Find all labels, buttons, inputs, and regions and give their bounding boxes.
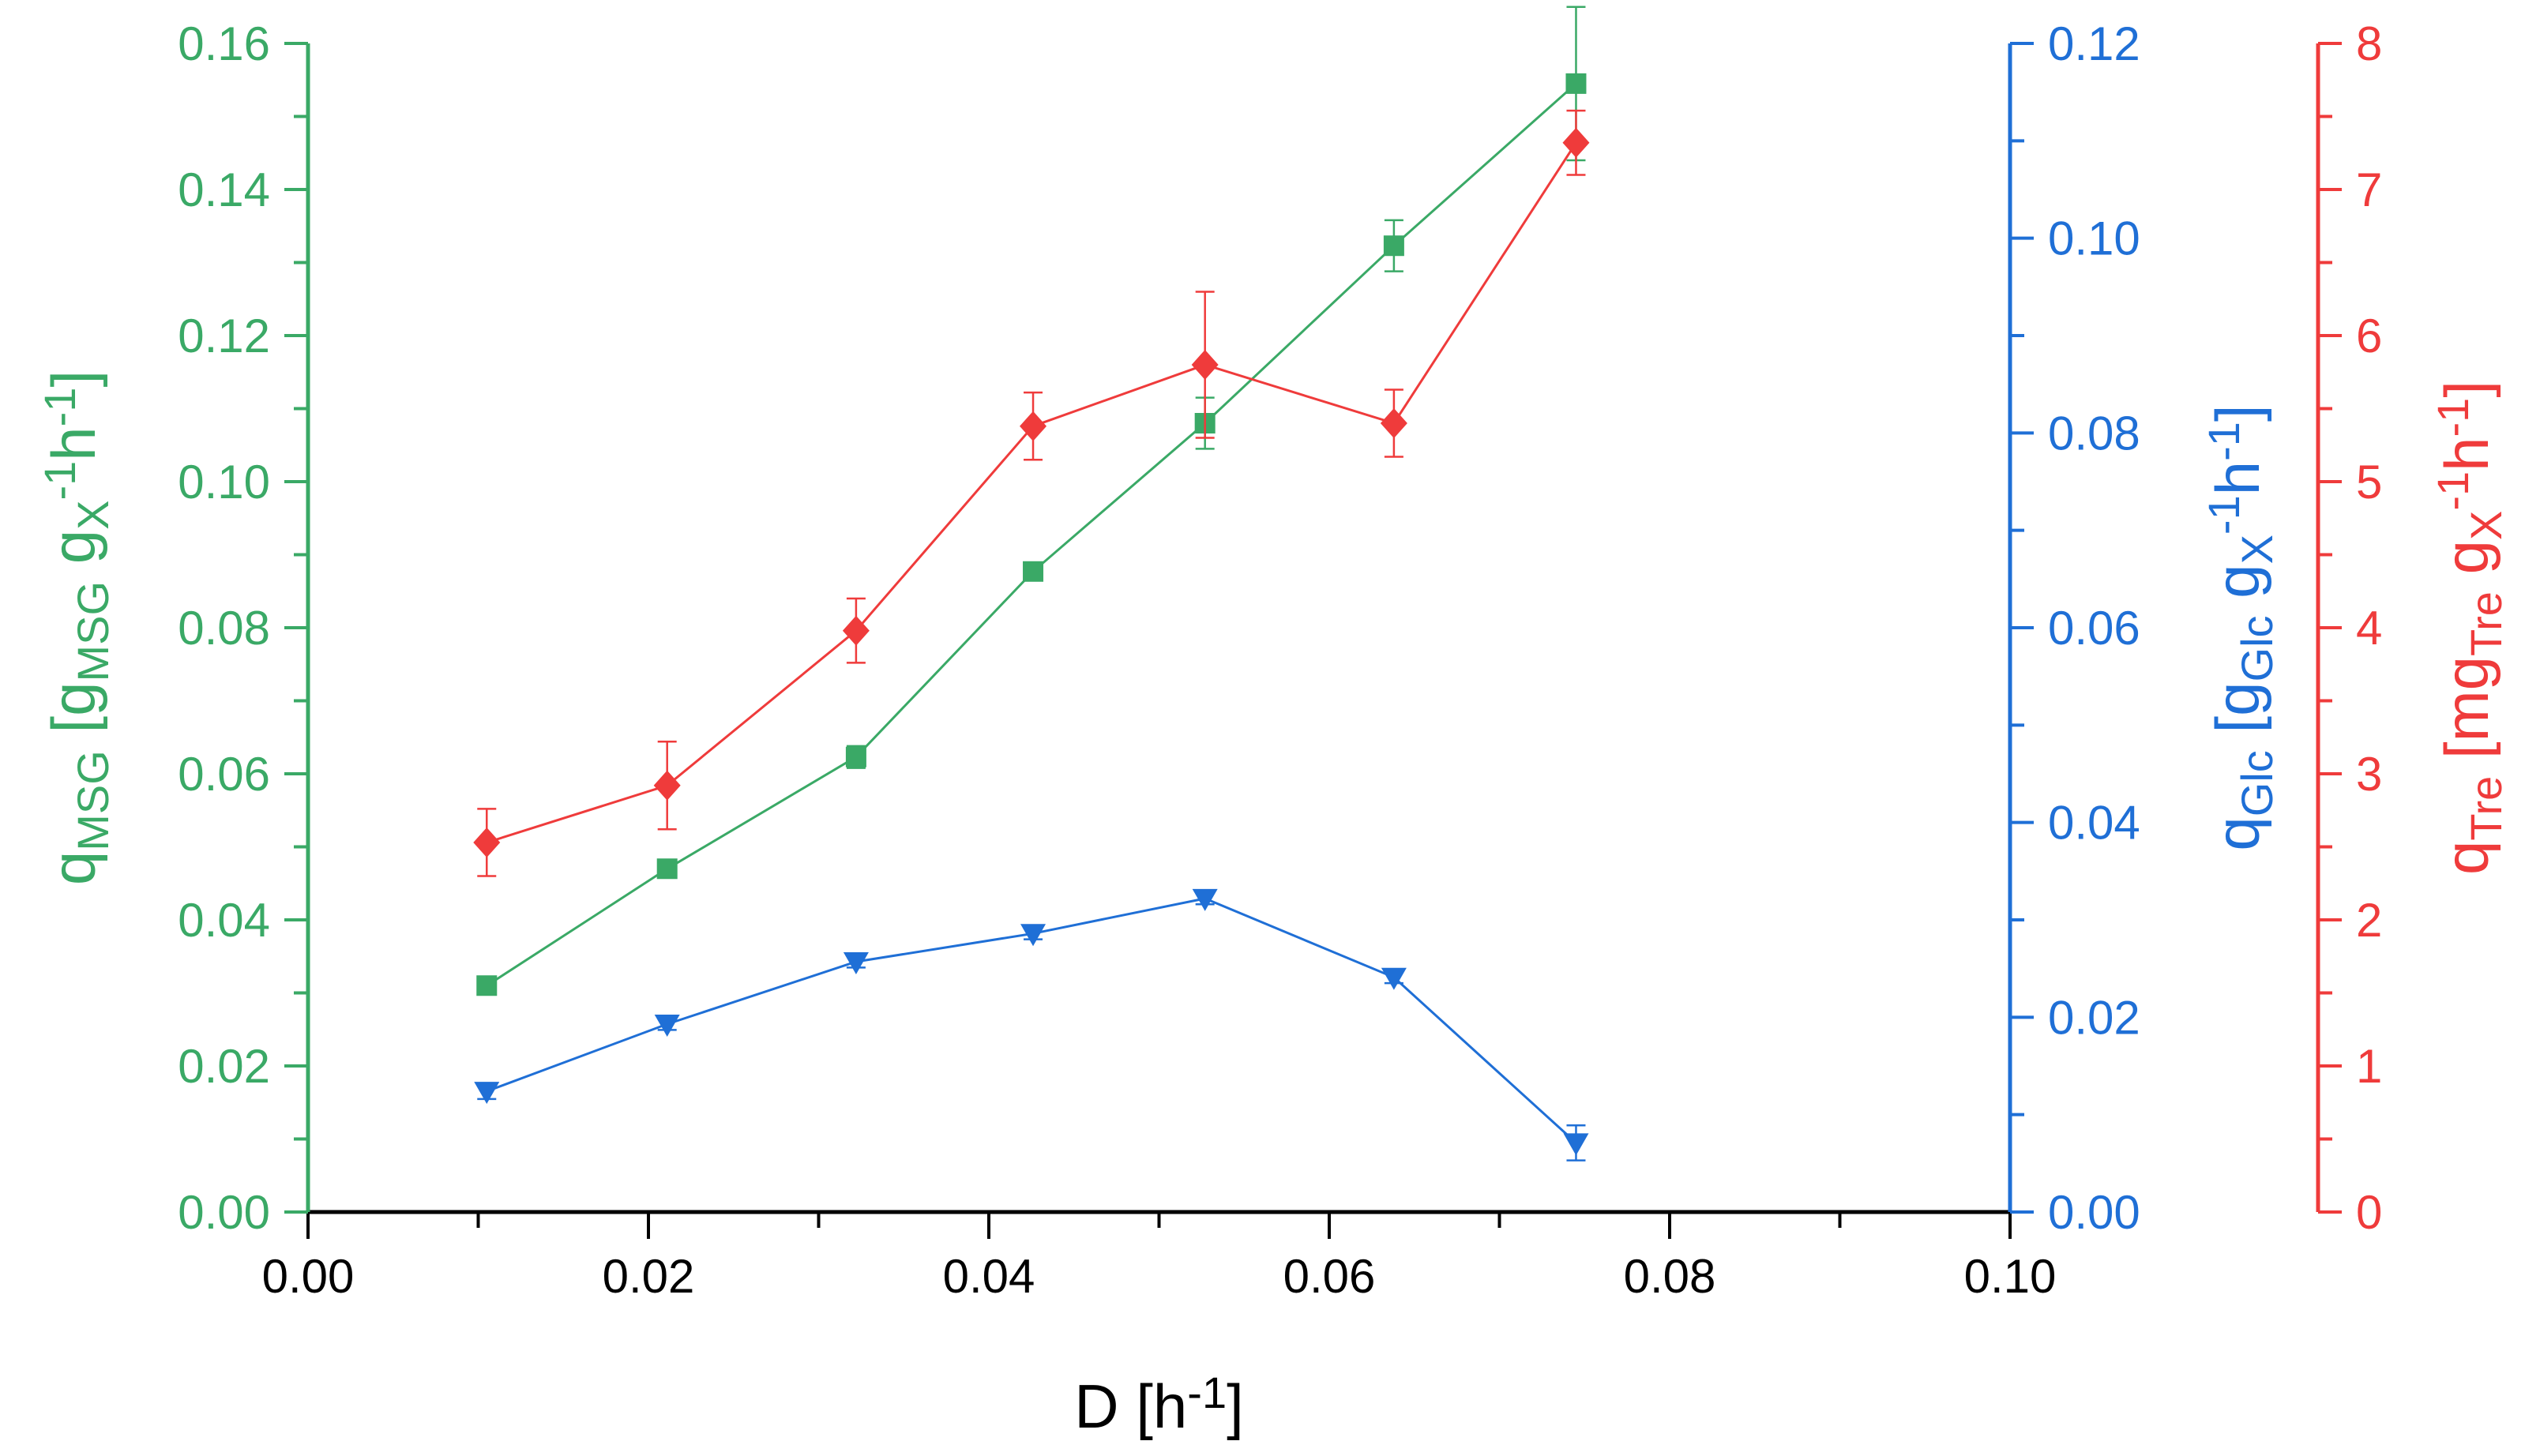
right2-axis-title-part: -1: [2428, 398, 2478, 437]
left-axis-title-part: ]: [39, 370, 108, 388]
left-axis-title-part: -1: [35, 388, 85, 427]
right2-axis-title: qTre [mgTre gX-1h-1]: [2428, 381, 2511, 875]
qMSG-point: [476, 975, 498, 996]
left-tick-label: 0.14: [178, 163, 270, 216]
right2-axis: 0 1 2 3 4 5 6 7 8: [2316, 17, 2382, 1239]
right1-tick-label: 0.04: [2048, 797, 2140, 850]
right2-tick-label: 4: [2356, 602, 2382, 655]
qMSG-point: [1565, 73, 1587, 94]
right1-axis-title: qGlc [gGlc gX-1h-1]: [2199, 404, 2282, 850]
right2-tick-label: 1: [2356, 1040, 2382, 1093]
qGlc-point: [654, 1014, 680, 1037]
qTre-point: [842, 615, 870, 646]
right2-tick-label: 0: [2356, 1186, 2382, 1239]
left-axis-title-part: MSG: [68, 750, 118, 851]
left-tick-label: 0.10: [178, 456, 270, 508]
left-axis: 0.00 0.02 0.04 0.06 0.08 0.10 0.12 0.14 0.16: [178, 17, 310, 1239]
x-tick-label: 0.06: [1283, 1250, 1376, 1303]
right2-axis-title-part: Tre: [2461, 591, 2511, 656]
left-tick-label: 0.16: [178, 17, 270, 70]
qTre-point: [473, 827, 501, 857]
left-axis-title-part: -1: [35, 461, 85, 501]
right1-axis-title-part: q: [2203, 816, 2272, 850]
qMSG-point: [845, 746, 866, 767]
right2-axis-title-part: g: [2432, 540, 2501, 591]
qTre-point: [1562, 127, 1590, 158]
right2-axis-title-part: q: [2432, 841, 2501, 875]
left-tick-label: 0.12: [178, 310, 270, 362]
right2-tick-label: 2: [2356, 894, 2382, 947]
right2-tick-label: 5: [2356, 456, 2382, 508]
left-axis-title-part: q: [39, 851, 108, 885]
right1-axis-title-part: [g: [2203, 681, 2272, 750]
left-axis-title: qMSG [gMSG gX-1h-1]: [35, 370, 118, 885]
qGlc-point: [843, 952, 869, 975]
right2-tick-label: 8: [2356, 17, 2382, 70]
x-axis-title-part: ]: [1227, 1372, 1244, 1441]
qTre-point: [653, 770, 681, 801]
right2-axis-title-part: h: [2432, 437, 2501, 471]
x-tick-label: 0.10: [1964, 1250, 2057, 1303]
left-axis-title-part: g: [39, 530, 108, 581]
left-axis-title-part: MSG: [68, 581, 118, 682]
qGlc-point: [1563, 1133, 1589, 1156]
x-tick-label: 0.04: [943, 1250, 1035, 1303]
left-tick-label: 0.06: [178, 748, 270, 801]
qMSG-point: [656, 858, 678, 880]
x-axis-title-part: -1: [1187, 1368, 1227, 1417]
right1-tick-label: 0.08: [2048, 407, 2140, 460]
right1-axis-title-part: Glc: [2232, 750, 2282, 816]
left-tick-label: 0.02: [178, 1040, 270, 1093]
qGlc-point: [1020, 924, 1046, 947]
qGlc-point: [474, 1082, 500, 1105]
right2-tick-label: 3: [2356, 748, 2382, 801]
right2-axis-title-part: Tre: [2461, 776, 2511, 841]
qGlc-point: [1381, 967, 1407, 990]
qTre-point: [1020, 411, 1047, 441]
right2-axis-title-part: X: [2461, 511, 2511, 540]
right1-axis-title-part: Glc: [2232, 615, 2282, 681]
x-axis-title: D [h-1]: [1074, 1368, 1244, 1441]
label-layer: qMSG [gMSG gX-1h-1]qGlc [gGlc gX-1h-1]qT…: [35, 370, 2511, 1441]
right1-axis: 0.00 0.02 0.04 0.06 0.08 0.10 0.12: [2008, 17, 2140, 1239]
right1-tick-label: 0.12: [2048, 17, 2140, 70]
right1-axis-title-part: -1: [2199, 495, 2249, 535]
left-axis-title-part: X: [68, 500, 118, 529]
series-layer: [473, 6, 1590, 1161]
right1-axis-title-part: -1: [2199, 422, 2249, 461]
right1-tick-label: 0.06: [2048, 602, 2140, 655]
qGlc-point: [1192, 888, 1218, 911]
left-axis-title-part: h: [39, 426, 108, 460]
right2-axis-title-part: -1: [2428, 471, 2478, 511]
qTre-point: [1191, 350, 1219, 380]
right1-axis-title-part: g: [2203, 564, 2272, 615]
right2-axis-title-part: ]: [2432, 381, 2501, 398]
x-axis-title-part: D [h: [1074, 1372, 1187, 1441]
qTre-point: [1380, 408, 1407, 438]
right1-tick-label: 0.00: [2048, 1186, 2140, 1239]
x-tick-label: 0.08: [1624, 1250, 1716, 1303]
series-qGlc: [474, 888, 1589, 1161]
right1-tick-label: 0.10: [2048, 212, 2140, 265]
axes-layer: 0.00 0.02 0.04 0.06 0.08 0.10 0.00 0.02 0.04 0.06…: [178, 17, 2382, 1303]
left-tick-label: 0.00: [178, 1186, 270, 1239]
right2-axis-title-part: [mg: [2432, 656, 2501, 776]
left-tick-label: 0.08: [178, 602, 270, 655]
right1-tick-label: 0.02: [2048, 991, 2140, 1044]
right2-tick-label: 7: [2356, 163, 2382, 216]
x-tick-label: 0.02: [603, 1250, 695, 1303]
right1-axis-title-part: X: [2232, 535, 2282, 564]
right1-axis-title-part: ]: [2203, 404, 2272, 422]
right2-tick-label: 6: [2356, 310, 2382, 362]
qMSG-point: [1023, 561, 1044, 582]
qMSG-point: [1383, 235, 1404, 257]
left-axis-title-part: [g: [39, 681, 108, 750]
x-tick-label: 0.00: [262, 1250, 355, 1303]
right1-axis-title-part: h: [2203, 461, 2272, 495]
series-qTre: [473, 109, 1590, 877]
left-tick-label: 0.04: [178, 894, 270, 947]
